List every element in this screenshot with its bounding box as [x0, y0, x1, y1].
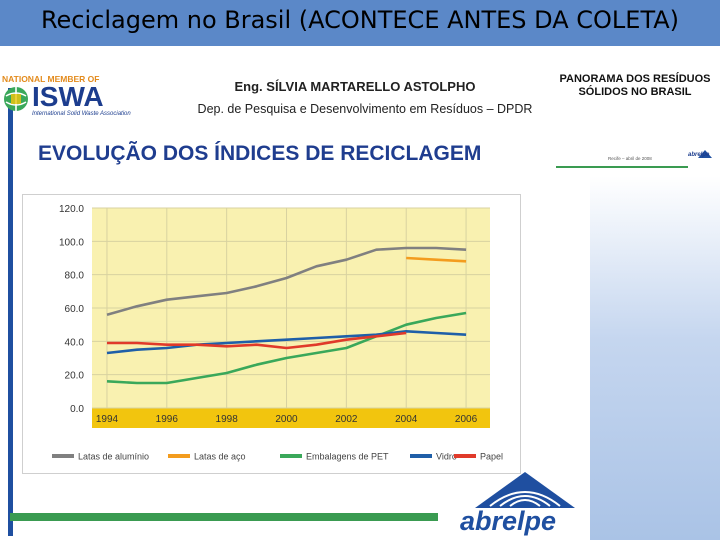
y-tick-label: 120.0 [59, 204, 84, 215]
section-title: EVOLUÇÃO DOS ÍNDICES DE RECICLAGEM [38, 142, 482, 165]
abrelpe-triangle-icon [475, 472, 575, 508]
y-tick-label: 60.0 [65, 304, 85, 315]
recycling-line-chart: 0.0 20.0 40.0 60.0 80.0 100.0 120.0 1994 1996 199… [52, 204, 503, 462]
author-name: Eng. SÍLVIA MARTARELLO ASTOLPHO [234, 79, 476, 94]
series-line-3 [106, 311, 467, 385]
panorama-title: PANORAMA DOS RESÍDUOS SÓLIDOS NO BRASIL [559, 73, 711, 98]
abrelpe-logo: abrelpe [458, 470, 586, 540]
series-line-2 [406, 256, 467, 263]
y-tick-label: 80.0 [65, 271, 85, 282]
x-tick-label: 1994 [96, 414, 119, 425]
small-abrelpe-logo-text: abrelpe [688, 152, 710, 158]
x-tick-label: 2000 [275, 414, 298, 425]
legend-label: Papel [480, 452, 503, 462]
legend-label: Latas de alumínio [78, 452, 149, 462]
header-green-rule [556, 166, 688, 168]
series-line-1 [106, 246, 467, 316]
x-tick-label: 1998 [216, 414, 239, 425]
iswa-name: ISWA [32, 81, 104, 112]
iswa-logo: NATIONAL MEMBER OF ISWA International So… [2, 74, 140, 120]
iswa-globe-icon [4, 87, 28, 111]
x-tick-label: 1996 [156, 414, 179, 425]
legend-label: Embalagens de PET [306, 452, 389, 462]
iswa-member-text: NATIONAL MEMBER OF [2, 74, 100, 84]
bottom-accent-bar [10, 513, 438, 521]
x-tick-label: 2004 [395, 414, 418, 425]
series-line-5 [107, 331, 407, 350]
event-date: Recife – abril de 2008 [608, 156, 652, 161]
y-tick-label: 100.0 [59, 237, 84, 248]
left-accent-strip [8, 88, 13, 536]
small-abrelpe-logo-icon [698, 150, 712, 158]
legend-label: Latas de aço [194, 452, 246, 462]
iswa-subtitle: International Solid Waste Association [32, 111, 131, 117]
series-line-4 [106, 330, 467, 355]
x-tick-label: 2006 [455, 414, 478, 425]
y-tick-label: 40.0 [65, 337, 85, 348]
slide-title-bar: Reciclagem no Brasil (ACONTECE ANTES DA … [0, 0, 720, 46]
department-name: Dep. de Pesquisa e Desenvolvimento em Re… [197, 102, 533, 116]
slide-title: Reciclagem no Brasil (ACONTECE ANTES DA … [40, 6, 680, 34]
abrelpe-wordmark: abrelpe [460, 506, 557, 536]
y-tick-label: 0.0 [70, 404, 84, 415]
x-axis-band [92, 408, 490, 428]
y-tick-label: 20.0 [65, 371, 85, 382]
legend-label: Vidro [436, 452, 457, 462]
right-gradient-panel [590, 176, 720, 540]
x-tick-label: 2002 [335, 414, 358, 425]
